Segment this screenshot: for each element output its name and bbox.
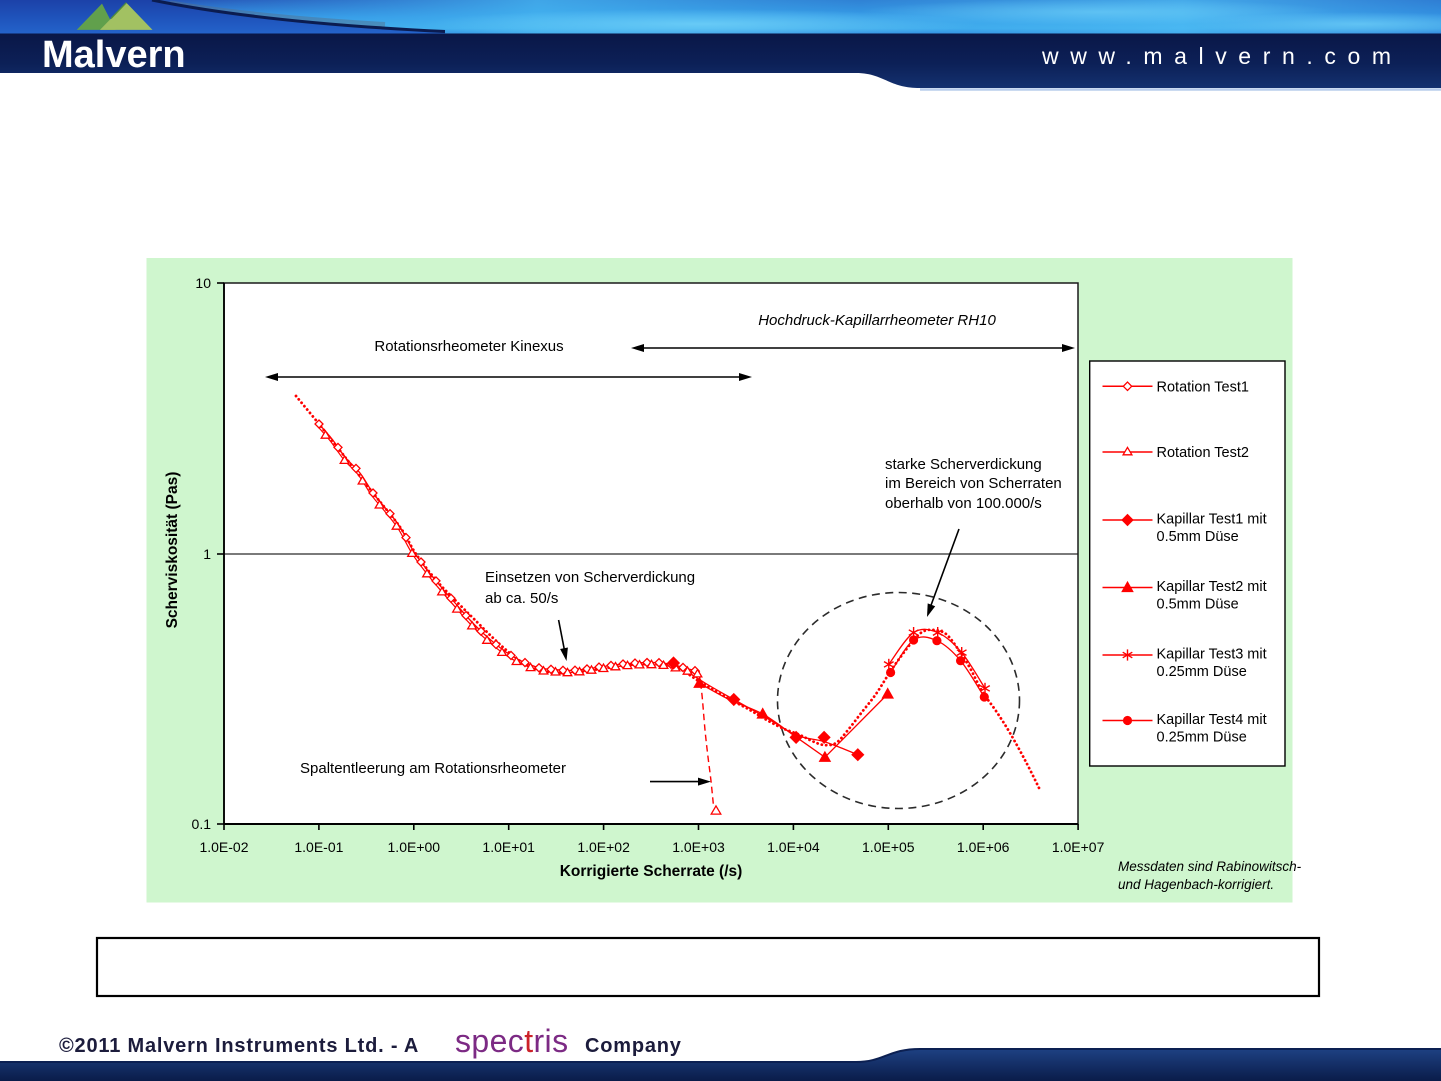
svg-text:Kapillar Test4 mit: Kapillar Test4 mit <box>1157 712 1267 728</box>
svg-text:ab ca. 50/s: ab ca. 50/s <box>485 590 558 607</box>
svg-text:Malvern: Malvern <box>42 34 186 76</box>
svg-text:1: 1 <box>203 546 211 562</box>
svg-text:1.0E-02: 1.0E-02 <box>199 839 248 855</box>
svg-text:Company: Company <box>585 1035 682 1057</box>
svg-text:Rotationsrheometer Kinexus: Rotationsrheometer Kinexus <box>374 338 563 355</box>
svg-text:1.0E+04: 1.0E+04 <box>767 839 820 855</box>
svg-text:Kapillar Test2 mit: Kapillar Test2 mit <box>1157 579 1267 595</box>
svg-text:1.0E+07: 1.0E+07 <box>1052 839 1105 855</box>
svg-text:©2011 Malvern Instruments Ltd.: ©2011 Malvern Instruments Ltd. - A <box>59 1035 419 1057</box>
svg-text:spectris: spectris <box>455 1023 568 1059</box>
svg-text:Messdaten sind Rabinowitsch-: Messdaten sind Rabinowitsch- <box>1118 859 1302 874</box>
svg-text:und Hagenbach-korrigiert.: und Hagenbach-korrigiert. <box>1118 877 1274 892</box>
svg-text:im Bereich von Scherraten: im Bereich von Scherraten <box>885 475 1062 492</box>
svg-text:Korrigierte Scherrate (/s): Korrigierte Scherrate (/s) <box>560 863 743 880</box>
svg-text:Hochdruck-Kapillarrheometer RH: Hochdruck-Kapillarrheometer RH10 <box>758 312 996 329</box>
svg-text:1.0E+00: 1.0E+00 <box>388 839 441 855</box>
svg-text:Spaltentleerung am Rotationsrh: Spaltentleerung am Rotationsrheometer <box>300 760 566 777</box>
svg-text:1.0E+05: 1.0E+05 <box>862 839 915 855</box>
svg-text:Scherviskosität (Pas): Scherviskosität (Pas) <box>164 472 181 629</box>
svg-text:www.malvern.com: www.malvern.com <box>1041 43 1403 69</box>
svg-text:Rotation Test2: Rotation Test2 <box>1157 445 1249 461</box>
svg-text:0.25mm Düse: 0.25mm Düse <box>1157 730 1247 746</box>
svg-text:Kapillar Test1 mit: Kapillar Test1 mit <box>1157 512 1267 528</box>
svg-text:Einsetzen von Scherverdickung: Einsetzen von Scherverdickung <box>485 569 695 586</box>
svg-text:oberhalb von 100.000/s: oberhalb von 100.000/s <box>885 495 1042 512</box>
svg-text:starke Scherverdickung: starke Scherverdickung <box>885 456 1042 473</box>
svg-text:0.25mm Düse: 0.25mm Düse <box>1157 664 1247 680</box>
svg-text:1.0E+06: 1.0E+06 <box>957 839 1010 855</box>
svg-text:1.0E+02: 1.0E+02 <box>577 839 630 855</box>
svg-text:10: 10 <box>195 275 211 291</box>
svg-text:0.1: 0.1 <box>192 816 212 832</box>
svg-text:0.5mm Düse: 0.5mm Düse <box>1157 597 1239 613</box>
svg-text:Kapillar Test3 mit: Kapillar Test3 mit <box>1157 647 1267 663</box>
svg-text:Rotation Test1: Rotation Test1 <box>1157 379 1249 395</box>
svg-text:1.0E+01: 1.0E+01 <box>482 839 535 855</box>
svg-text:0.5mm Düse: 0.5mm Düse <box>1157 529 1239 545</box>
svg-text:1.0E-01: 1.0E-01 <box>294 839 343 855</box>
svg-text:1.0E+03: 1.0E+03 <box>672 839 725 855</box>
